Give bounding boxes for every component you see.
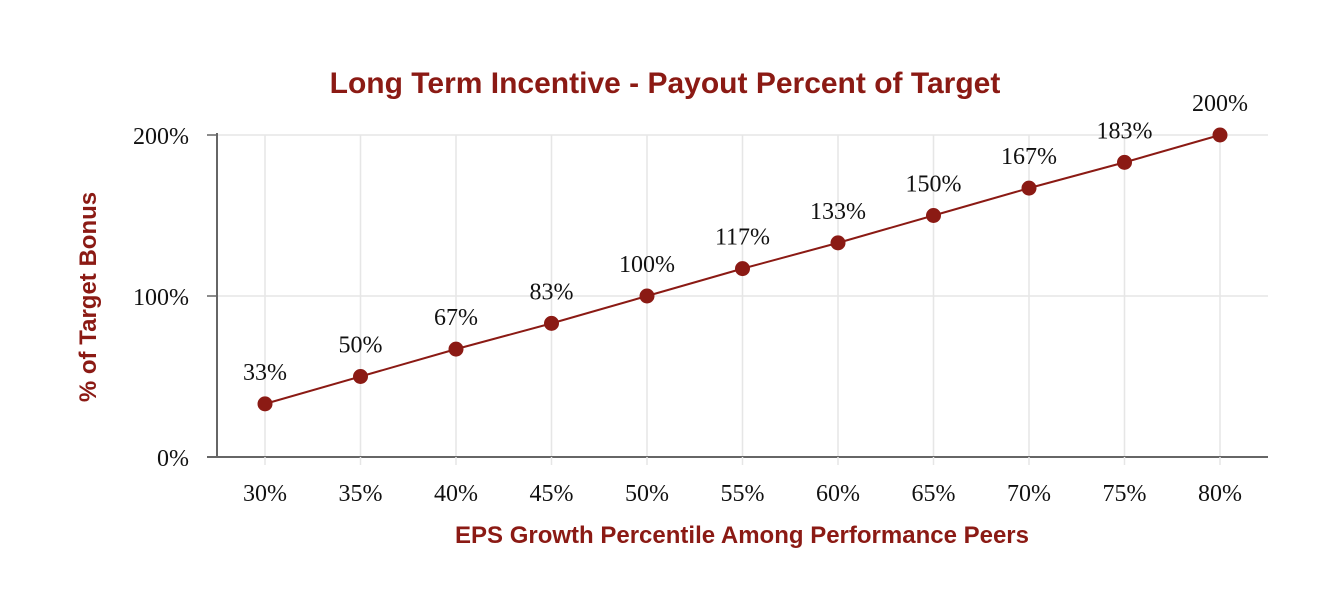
x-tick-label: 55% [721,481,765,507]
data-point [830,235,846,251]
y-axis-label: % of Target Bonus [75,192,102,402]
data-point [735,261,750,277]
data-label: 100% [619,252,675,278]
series: 33% 50% 67% 83% 100% 117% 133% 150% 167% 183% 200% [243,91,1248,412]
data-label: 117% [715,225,770,251]
data-label: 83% [530,279,574,305]
y-tick-label: 100% [133,285,189,311]
data-label: 50% [339,333,383,359]
chart-title: Long Term Incentive - Payout Percent of … [330,67,1001,100]
data-point [257,396,273,412]
data-label: 33% [243,360,287,386]
x-tick-label: 60% [816,481,860,507]
x-tick-label: 50% [625,481,669,507]
data-label: 133% [810,199,866,225]
ticks: 30% 35% 40% 45% 50% 55% 60% 65% 70% 75% 80% 0% 100% 2… [133,124,1242,507]
x-tick-label: 30% [243,481,287,507]
x-tick-label: 70% [1007,481,1051,507]
data-point [639,288,655,304]
data-label: 67% [434,305,478,331]
data-label: 200% [1192,91,1248,117]
data-point [353,369,368,384]
data-point [926,208,941,223]
axes [207,133,1268,458]
data-point [448,341,464,357]
x-tick-label: 75% [1103,481,1147,507]
x-tick-label: 35% [339,481,383,507]
y-tick-label: 0% [157,446,189,472]
data-point [1212,127,1228,143]
data-label: 183% [1097,118,1153,144]
y-tick-label: 200% [133,124,189,150]
data-point [1021,180,1037,196]
data-point [1117,154,1132,170]
data-label: 150% [906,172,962,198]
x-tick-label: 65% [912,481,956,507]
x-tick-label: 40% [434,481,478,507]
grid [217,134,1268,457]
x-axis-label: EPS Growth Percentile Among Performance … [455,522,1029,549]
x-tick-label: 45% [530,481,574,507]
x-tick-label: 80% [1198,481,1242,507]
data-label: 167% [1001,144,1057,170]
data-point [544,315,559,331]
